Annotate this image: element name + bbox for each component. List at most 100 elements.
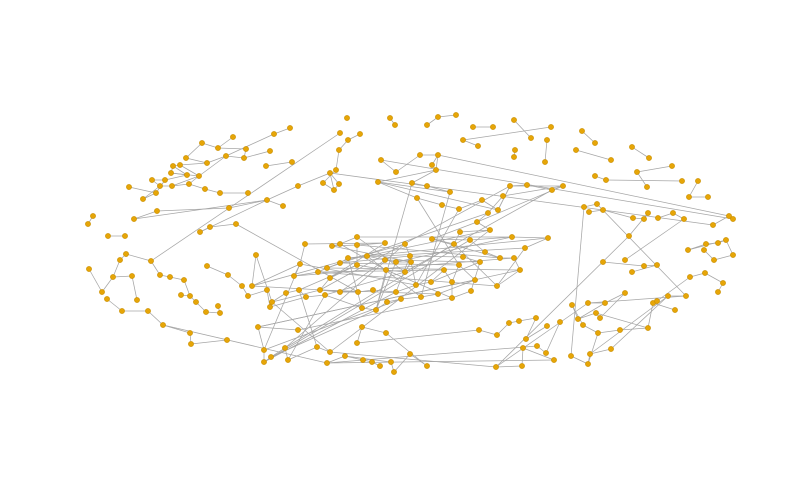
graph-edge: [636, 171, 648, 188]
graph-edge: [377, 180, 451, 193]
graph-node: [595, 330, 601, 336]
graph-node: [342, 353, 348, 359]
graph-node: [90, 213, 96, 219]
graph-node: [280, 203, 286, 209]
graph-node: [177, 162, 183, 168]
graph-node: [594, 201, 600, 207]
graph-edge: [179, 164, 200, 177]
graph-node: [354, 262, 360, 268]
graph-node: [646, 155, 652, 161]
graph-edge: [602, 260, 645, 267]
graph-node: [507, 183, 513, 189]
graph-node: [522, 245, 528, 251]
graph-edge: [380, 159, 397, 173]
graph-node: [509, 234, 515, 240]
graph-edge: [112, 259, 121, 278]
graph-node: [645, 210, 651, 216]
graph-edge: [375, 269, 387, 311]
graph-edge: [331, 243, 358, 247]
graph-edge: [495, 302, 589, 368]
graph-node: [686, 194, 692, 200]
graph-node: [355, 289, 361, 295]
graph-edge: [437, 279, 476, 295]
graph-edge: [571, 304, 584, 326]
graph-edge: [329, 242, 386, 279]
graph-edge: [513, 119, 532, 139]
graph-edge: [400, 296, 422, 301]
graph-node: [654, 262, 660, 268]
graph-node: [261, 359, 267, 365]
graph-node: [169, 183, 175, 189]
graph-node: [183, 155, 189, 161]
graph-node: [268, 354, 274, 360]
graph-edge: [437, 154, 730, 217]
graph-edge: [595, 312, 649, 329]
graph-node: [551, 357, 557, 363]
graph-node: [119, 308, 125, 314]
graph-node: [291, 273, 297, 279]
graph-edge: [395, 154, 421, 173]
graph-node: [516, 318, 522, 324]
graph-node: [413, 282, 419, 288]
graph-edge: [520, 347, 524, 367]
graph-edge: [106, 298, 123, 312]
graph-node: [519, 363, 525, 369]
graph-edge: [228, 199, 268, 209]
graph-node: [524, 182, 530, 188]
graph-node: [409, 180, 415, 186]
graph-edge: [430, 269, 445, 283]
graph-node: [568, 353, 574, 359]
graph-node: [271, 131, 277, 137]
graph-node: [233, 221, 239, 227]
graph-node: [681, 216, 687, 222]
graph-node: [245, 190, 251, 196]
graph-node: [303, 294, 309, 300]
graph-node: [295, 183, 301, 189]
graph-edge: [631, 146, 650, 159]
graph-node: [131, 216, 137, 222]
graph-node: [215, 145, 221, 151]
graph-edge: [605, 179, 683, 183]
graph-edge: [525, 325, 548, 340]
graph-node: [575, 316, 581, 322]
graph-node: [393, 289, 399, 295]
graph-node: [705, 194, 711, 200]
graph-edge: [431, 238, 455, 245]
graph-edge: [251, 263, 301, 287]
graph-node: [267, 148, 273, 154]
graph-node: [364, 253, 370, 259]
graph-node: [726, 213, 732, 219]
graph-edge: [347, 257, 363, 309]
graph-node: [701, 247, 707, 253]
graph-edge: [437, 113, 457, 118]
graph-edge: [255, 254, 273, 303]
graph-edge: [304, 242, 386, 246]
graph-node: [435, 114, 441, 120]
graph-edge: [375, 182, 413, 311]
graph-node: [702, 270, 708, 276]
graph-edge: [326, 358, 555, 364]
graph-node: [424, 122, 430, 128]
graph-node: [467, 237, 473, 243]
graph-node: [223, 153, 229, 159]
graph-node: [487, 227, 493, 233]
graph-node: [543, 350, 549, 356]
graph-node: [126, 184, 132, 190]
graph-edge: [496, 247, 526, 287]
graph-node: [490, 124, 496, 130]
graph-node: [703, 241, 709, 247]
graph-edge: [198, 155, 227, 177]
graph-edge: [458, 264, 476, 281]
graph-node: [398, 296, 404, 302]
graph-node: [549, 187, 555, 193]
graph-node: [402, 241, 408, 247]
graph-node: [424, 183, 430, 189]
graph-node: [327, 349, 333, 355]
graph-edge: [496, 269, 521, 287]
graph-edge: [179, 162, 208, 167]
graph-edge: [453, 243, 498, 287]
graph-edge: [250, 254, 257, 287]
graph-edge: [217, 136, 234, 149]
graph-node: [665, 293, 671, 299]
graph-edge: [599, 292, 626, 319]
